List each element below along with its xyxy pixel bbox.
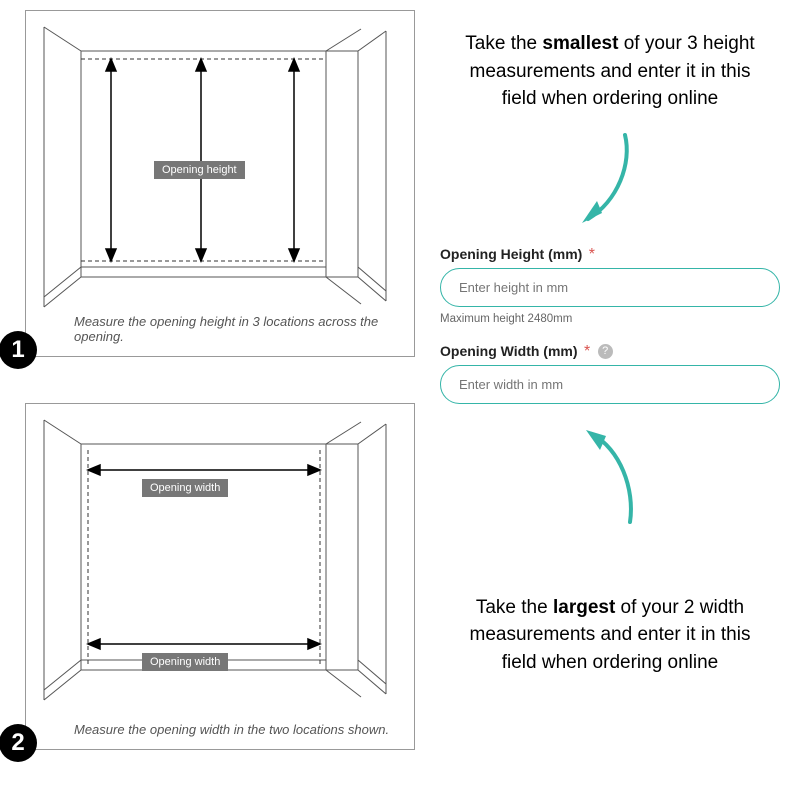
diagram-2-caption: Measure the opening width in the two loc…: [74, 722, 389, 737]
opening-height-chip: Opening height: [154, 161, 245, 179]
opening-height-input[interactable]: [440, 268, 780, 307]
step-badge-2: 2: [0, 724, 37, 762]
opening-width-chip-bottom: Opening width: [142, 653, 228, 671]
step-badge-1: 1: [0, 331, 37, 369]
arrow-down-icon: [550, 123, 670, 238]
required-mark: *: [584, 343, 590, 360]
width-label: Opening Width (mm): [440, 343, 578, 359]
instruction-top: Take the smallest of your 3 height measu…: [440, 30, 780, 113]
required-mark: *: [589, 246, 595, 263]
diagram-panel-2: Opening width Opening width Measure the …: [25, 403, 415, 750]
diagram-1-caption: Measure the opening height in 3 location…: [74, 314, 414, 344]
width-form-group: Opening Width (mm) * ?: [440, 343, 780, 404]
height-form-group: Opening Height (mm) * Maximum height 248…: [440, 246, 780, 325]
opening-width-input[interactable]: [440, 365, 780, 404]
diagram-panel-1: Opening height Measure the opening heigh…: [25, 10, 415, 357]
help-icon[interactable]: ?: [598, 344, 613, 359]
height-label: Opening Height (mm): [440, 246, 582, 262]
opening-width-chip-top: Opening width: [142, 479, 228, 497]
arrow-up-icon: [550, 414, 670, 534]
instruction-bottom: Take the largest of your 2 width measure…: [440, 594, 780, 677]
height-helper-text: Maximum height 2480mm: [440, 313, 780, 325]
